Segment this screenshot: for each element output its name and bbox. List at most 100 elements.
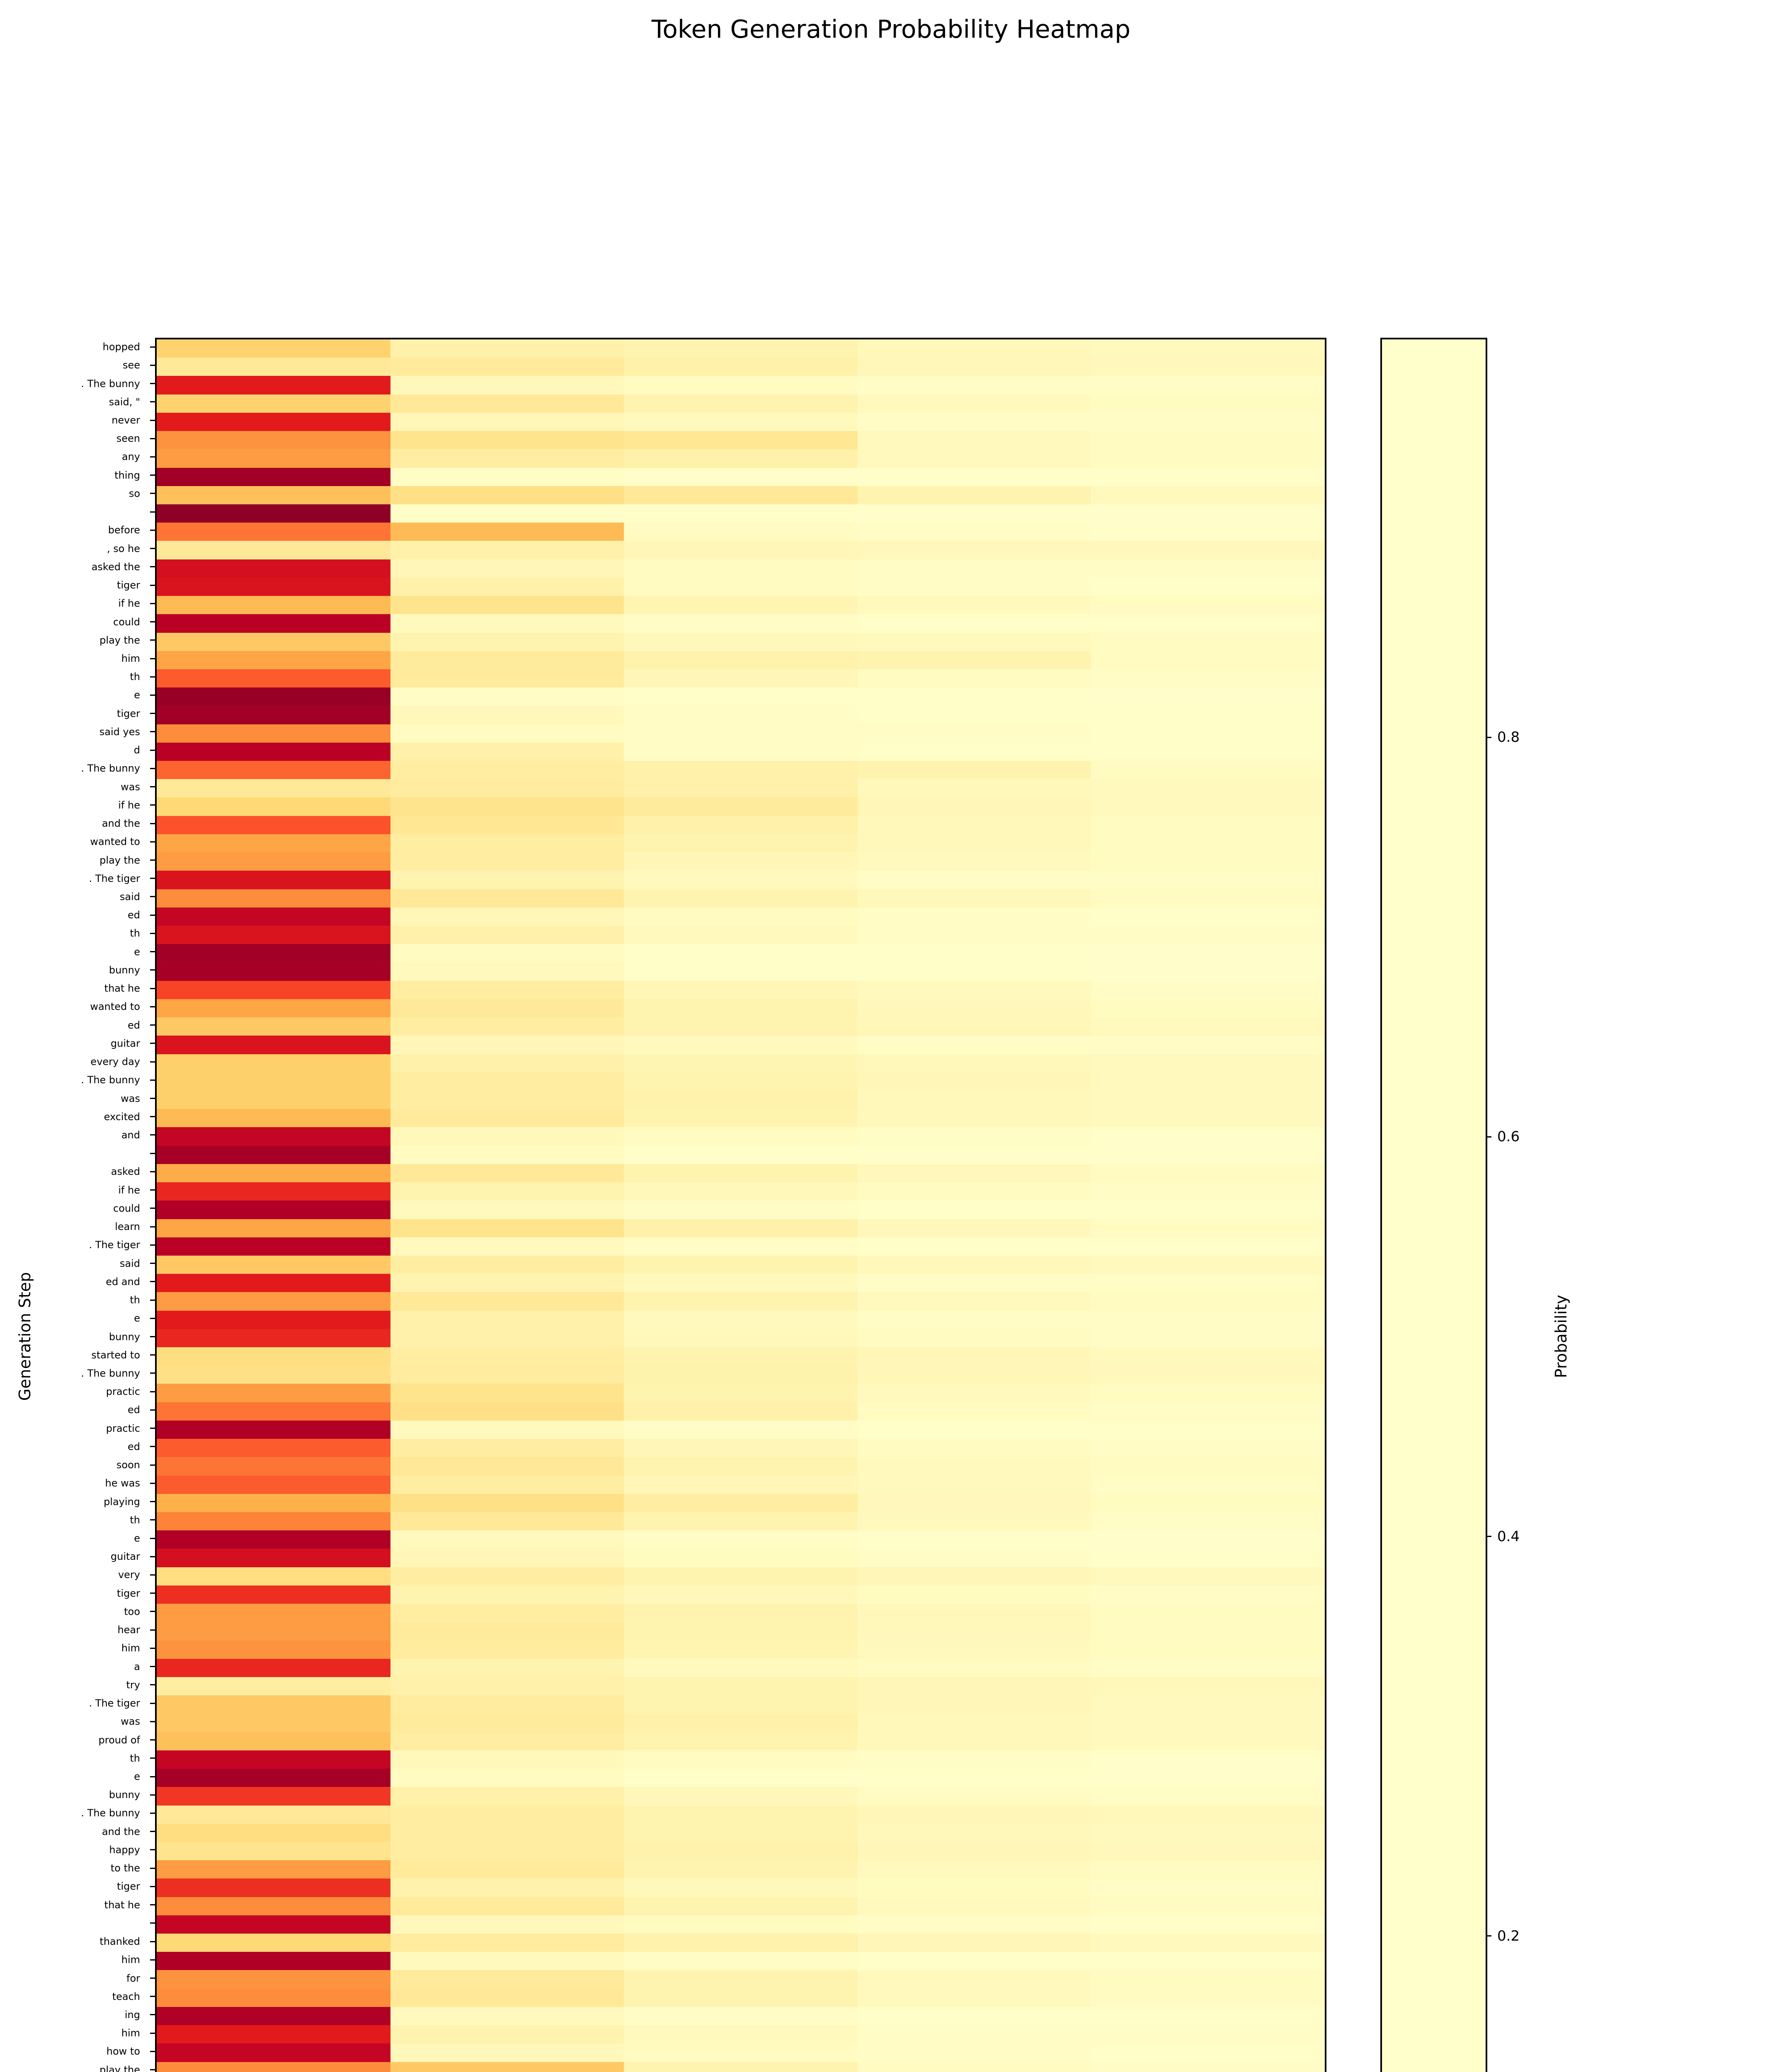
heatmap-cell bbox=[157, 926, 390, 944]
heatmap-cell bbox=[624, 1475, 858, 1494]
heatmap-cell bbox=[857, 1769, 1091, 1787]
token-label: could bbox=[113, 616, 140, 628]
heatmap-cell bbox=[1091, 871, 1325, 889]
heatmap-cell bbox=[624, 2043, 858, 2062]
colorbar bbox=[1380, 338, 1487, 2072]
heatmap-cell bbox=[157, 504, 390, 523]
heatmap-cell bbox=[1091, 431, 1325, 450]
heatmap-cell bbox=[624, 467, 858, 486]
heatmap-cell bbox=[390, 1585, 624, 1604]
heatmap-cell bbox=[157, 614, 390, 633]
heatmap-cell bbox=[857, 1475, 1091, 1494]
heatmap-cell bbox=[1091, 852, 1325, 871]
heatmap-cell bbox=[390, 1493, 624, 1512]
y-tick bbox=[150, 1263, 156, 1264]
heatmap-cell bbox=[390, 1439, 624, 1457]
heatmap-cell bbox=[390, 1017, 624, 1036]
heatmap-cell bbox=[390, 2062, 624, 2072]
heatmap-cell bbox=[157, 1237, 390, 1256]
heatmap-cell bbox=[857, 1292, 1091, 1311]
heatmap-cell bbox=[1091, 1017, 1325, 1036]
heatmap-cell bbox=[157, 944, 390, 963]
token-label: e bbox=[134, 1312, 140, 1324]
heatmap-cell bbox=[857, 706, 1091, 724]
heatmap-cell bbox=[1091, 1897, 1325, 1915]
heatmap-cell bbox=[390, 834, 624, 853]
token-label: asked bbox=[111, 1166, 140, 1178]
y-tick bbox=[150, 749, 156, 751]
heatmap-cell bbox=[624, 1934, 858, 1952]
y-tick bbox=[150, 713, 156, 714]
token-label: him bbox=[121, 1954, 140, 1966]
y-tick bbox=[150, 731, 156, 733]
heatmap-cell bbox=[624, 596, 858, 615]
heatmap-cell bbox=[857, 1714, 1091, 1732]
heatmap-row bbox=[157, 523, 1325, 541]
heatmap-row bbox=[157, 1934, 1325, 1952]
y-tick bbox=[150, 1702, 156, 1704]
heatmap-cell bbox=[390, 1109, 624, 1128]
heatmap-row bbox=[157, 1127, 1325, 1146]
heatmap-cell bbox=[157, 577, 390, 596]
heatmap-cell bbox=[624, 999, 858, 1018]
token-label: was bbox=[121, 1716, 140, 1728]
heatmap-cell bbox=[624, 834, 858, 853]
token-label: never bbox=[112, 414, 140, 426]
heatmap-row bbox=[157, 1658, 1325, 1677]
heatmap-row bbox=[157, 1347, 1325, 1366]
heatmap-cell bbox=[624, 1274, 858, 1293]
heatmap-cell bbox=[157, 1255, 390, 1274]
heatmap-cell bbox=[857, 1622, 1091, 1641]
y-tick bbox=[150, 2032, 156, 2034]
heatmap-cell bbox=[390, 1072, 624, 1091]
token-label: if he bbox=[118, 1184, 140, 1196]
heatmap-cell bbox=[1091, 1292, 1325, 1311]
heatmap-cell bbox=[624, 1677, 858, 1696]
token-label: tiger bbox=[117, 1587, 140, 1599]
heatmap-cell bbox=[857, 1934, 1091, 1952]
heatmap-cell bbox=[624, 1017, 858, 1036]
heatmap-cell bbox=[1091, 1970, 1325, 1989]
heatmap-cell bbox=[1091, 1732, 1325, 1750]
token-label: was bbox=[121, 781, 140, 793]
heatmap-cell bbox=[857, 1017, 1091, 1036]
heatmap-cell bbox=[624, 1988, 858, 2007]
y-tick bbox=[150, 1024, 156, 1026]
heatmap-cell bbox=[624, 1860, 858, 1879]
heatmap-row bbox=[157, 1677, 1325, 1696]
heatmap-cell bbox=[624, 1402, 858, 1421]
heatmap-cell bbox=[857, 980, 1091, 999]
heatmap-row bbox=[157, 504, 1325, 523]
colorbar-tick-label: 0.4 bbox=[1497, 1528, 1520, 1545]
heatmap-cell bbox=[1091, 1201, 1325, 1219]
y-tick bbox=[150, 548, 156, 549]
token-label: said yes bbox=[99, 726, 140, 738]
colorbar-title: Probability bbox=[1552, 1295, 1570, 1378]
heatmap-cell bbox=[390, 394, 624, 413]
heatmap-cell bbox=[157, 2007, 390, 2026]
heatmap-row bbox=[157, 816, 1325, 834]
y-tick bbox=[150, 584, 156, 586]
token-label: asked the bbox=[91, 561, 140, 573]
token-label: he was bbox=[105, 1477, 140, 1489]
heatmap-cell bbox=[390, 1164, 624, 1183]
token-label: and the bbox=[102, 1825, 140, 1837]
heatmap-row bbox=[157, 1952, 1325, 1970]
heatmap-cell bbox=[857, 486, 1091, 504]
heatmap-cell bbox=[624, 2062, 858, 2072]
heatmap-row bbox=[157, 1530, 1325, 1549]
heatmap-cell bbox=[390, 596, 624, 615]
heatmap-cell bbox=[857, 816, 1091, 834]
heatmap-row bbox=[157, 834, 1325, 853]
heatmap-cell bbox=[857, 1036, 1091, 1054]
heatmap-cell bbox=[857, 852, 1091, 871]
token-label: wanted to bbox=[90, 1001, 140, 1013]
heatmap-cell bbox=[390, 449, 624, 468]
heatmap-row bbox=[157, 486, 1325, 504]
y-tick bbox=[150, 1134, 156, 1136]
heatmap-cell bbox=[157, 1201, 390, 1219]
heatmap-cell bbox=[157, 724, 390, 743]
heatmap-cell bbox=[157, 1878, 390, 1897]
y-tick bbox=[150, 969, 156, 971]
heatmap-row bbox=[157, 1420, 1325, 1439]
